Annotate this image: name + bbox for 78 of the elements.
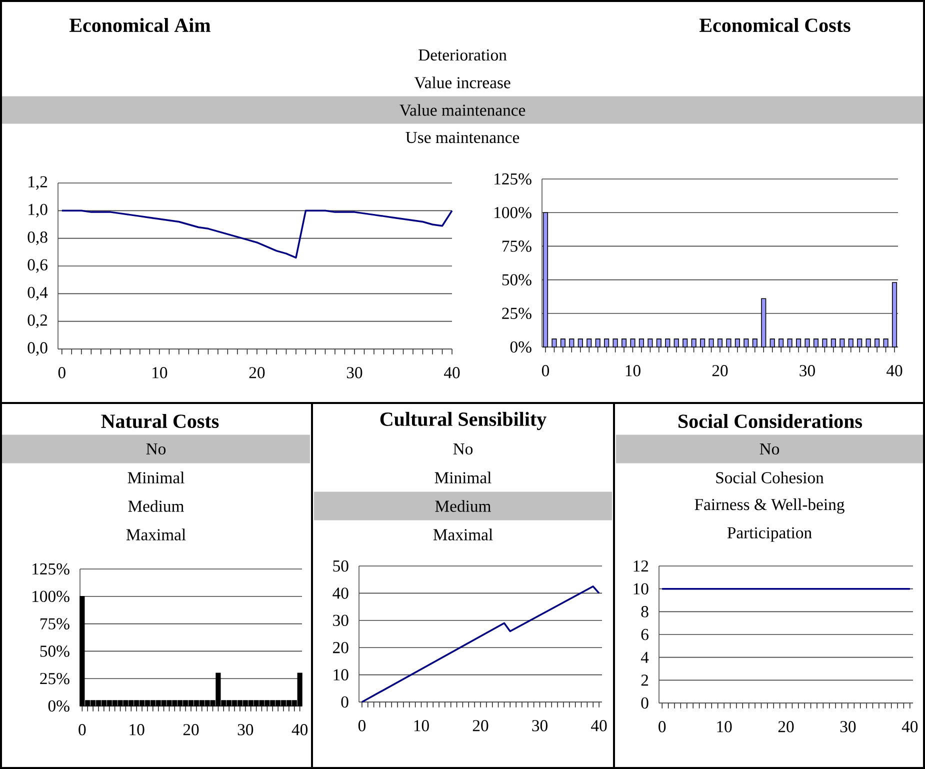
x-tick-label: 10 <box>626 365 640 376</box>
y-tick-label: 40 <box>332 588 348 599</box>
x-tick-label: 20 <box>778 721 794 732</box>
category-label: Participation <box>727 527 812 542</box>
x-tick-label: 10 <box>152 367 168 378</box>
x-tick-label: 0 <box>78 724 86 736</box>
category-label: Social Cohesion <box>716 472 824 484</box>
chart-title: Economical Costs <box>700 18 850 32</box>
x-tick-label: 40 <box>886 365 902 376</box>
x-tick-label: 0 <box>542 365 550 376</box>
x-tick-label: 30 <box>800 365 815 376</box>
y-tick-label: 0,4 <box>28 286 48 300</box>
x-tick-label: 30 <box>346 367 362 378</box>
category-label: Use maintenance <box>406 132 520 144</box>
y-tick-label: 25% <box>502 308 532 320</box>
y-tick-label: 30 <box>333 614 348 626</box>
chart-title: Economical Aim <box>70 18 210 32</box>
x-tick-label: 30 <box>532 720 548 732</box>
x-tick-label: 0 <box>658 721 666 732</box>
y-tick-label: 2 <box>641 674 648 686</box>
y-tick-label: 75% <box>40 618 70 630</box>
category-label: Value increase <box>414 76 510 88</box>
y-tick-label: 100% <box>494 206 532 218</box>
category-label: No <box>453 443 473 455</box>
y-tick-label: 50% <box>502 274 532 286</box>
category-label: Value maintenance <box>400 104 526 116</box>
line-series <box>361 586 600 703</box>
x-tick-label: 10 <box>414 720 429 732</box>
y-tick-label: 12 <box>634 560 648 572</box>
x-tick-label: 30 <box>840 721 856 732</box>
y-tick-label: 6 <box>641 628 648 640</box>
text: Cultural Sensibility <box>380 412 546 430</box>
category-label: No <box>760 443 780 455</box>
category-label: Minimal <box>434 472 492 484</box>
category-label: Medium <box>128 500 184 512</box>
x-tick-label: 10 <box>130 724 144 736</box>
category-label: Minimal <box>128 472 184 484</box>
y-tick-label: 1,0 <box>28 204 48 218</box>
x-tick-label: 20 <box>472 720 488 732</box>
text: Social Considerations <box>678 414 862 428</box>
y-tick-label: 0 <box>641 697 648 709</box>
y-tick-label: 0,8 <box>28 232 48 246</box>
y-tick-label: 100% <box>32 590 70 602</box>
y-tick-label: 50% <box>40 646 70 657</box>
y-tick-label: 50 <box>333 560 348 572</box>
y-tick-label: 10 <box>334 669 348 680</box>
x-tick-label: 40 <box>591 720 607 732</box>
y-tick-label: 10 <box>634 583 648 594</box>
x-tick-label: 20 <box>183 724 199 736</box>
y-tick-label: 0,6 <box>28 259 48 273</box>
x-tick-label: 20 <box>712 365 728 376</box>
category-label: Maximal <box>126 528 186 540</box>
y-tick-label: 75% <box>502 240 532 252</box>
y-tick-label: 0,2 <box>28 314 48 328</box>
x-tick-label: 40 <box>902 721 918 732</box>
y-tick-label: 1,2 <box>28 176 48 190</box>
y-tick-label: 0 <box>341 696 348 708</box>
x-tick-label: 0 <box>358 720 366 732</box>
y-tick-label: 4 <box>640 652 649 663</box>
x-tick-label: 40 <box>292 724 308 736</box>
category-label: Fairness & Well-being <box>694 498 844 514</box>
text: Natural Costs <box>101 414 219 428</box>
x-tick-label: 40 <box>444 367 460 378</box>
category-label: Deterioration <box>418 49 507 61</box>
y-tick-label: 20 <box>333 642 348 654</box>
x-tick-label: 30 <box>238 724 254 736</box>
category-label: No <box>146 443 166 455</box>
x-tick-label: 20 <box>249 367 265 378</box>
y-tick-label: 8 <box>641 606 648 618</box>
category-label: Maximal <box>433 528 493 540</box>
x-tick-label: 10 <box>717 721 732 732</box>
y-tick-label: 125% <box>494 173 532 185</box>
y-tick-label: 25% <box>40 672 70 684</box>
y-tick-label: 0% <box>48 700 70 712</box>
y-tick-label: 0% <box>510 341 532 353</box>
y-tick-label: 0,0 <box>28 342 48 356</box>
category-label: Medium <box>435 500 491 512</box>
y-tick-label: 125% <box>32 563 70 575</box>
